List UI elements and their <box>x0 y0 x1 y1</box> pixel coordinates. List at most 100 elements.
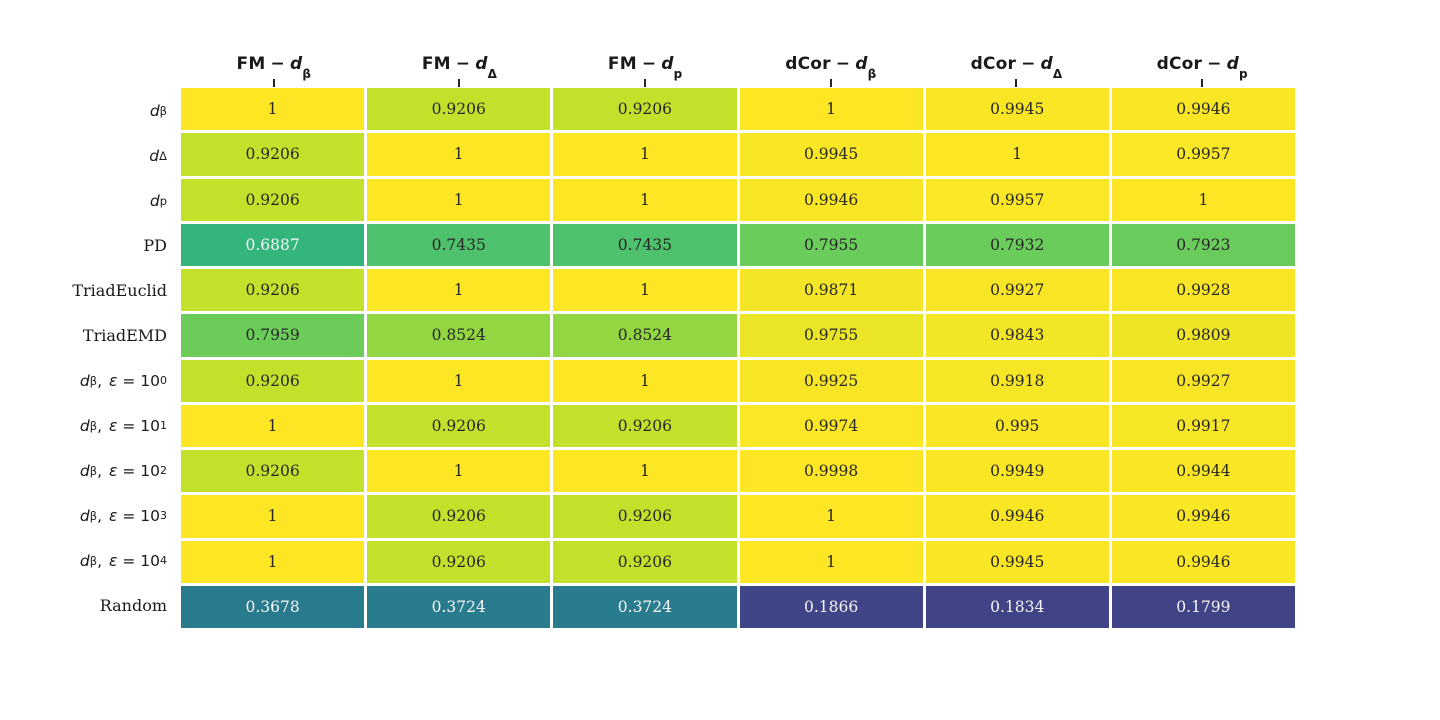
heatmap-cell-r2c1: 0.9206 <box>181 133 365 176</box>
heatmap-cell-r2c6: 0.9957 <box>1111 133 1295 176</box>
column-header-5: dCor − d Δ <box>970 54 1063 81</box>
heatmap-cell-r1c1: 1 <box>181 88 365 131</box>
column-header-3: FM − d p <box>607 54 683 81</box>
heatmap-cell-r6c2: 0.8524 <box>367 314 551 357</box>
heatmap-cell-r9c1: 0.9206 <box>181 450 365 493</box>
row-label-5: TriadEuclid <box>72 281 167 300</box>
heatmap-cell-r11c2: 0.9206 <box>367 540 551 583</box>
row-label-12: Random <box>99 596 167 615</box>
heatmap-cell-r10c3: 0.9206 <box>553 495 737 538</box>
heatmap-cell-r12c3: 0.3724 <box>553 585 737 628</box>
heatmap-cell-r7c4: 0.9925 <box>739 359 923 402</box>
heatmap-cell-r5c3: 1 <box>553 269 737 312</box>
heatmap-cell-r3c1: 0.9206 <box>181 178 365 221</box>
column-header-4: dCor − d β <box>785 54 877 81</box>
heatmap-cell-r12c4: 0.1866 <box>739 585 923 628</box>
column-headers: FM − d β FM − d Δ FM − d p dCor − d β dCor − d Δ dCor − d p <box>181 40 1295 81</box>
heatmap-cell-r8c6: 0.9917 <box>1111 404 1295 447</box>
column-tick <box>272 79 275 87</box>
heatmap-cell-r1c3: 0.9206 <box>553 88 737 131</box>
heatmap-cell-r1c6: 0.9946 <box>1111 88 1295 131</box>
heatmap-cell-r2c5: 1 <box>925 133 1109 176</box>
heatmap-cell-r12c1: 0.3678 <box>181 585 365 628</box>
heatmap-cell-r8c3: 0.9206 <box>553 404 737 447</box>
heatmap-cell-r7c6: 0.9927 <box>1111 359 1295 402</box>
heatmap-cell-r11c1: 1 <box>181 540 365 583</box>
column-tick <box>1201 79 1204 87</box>
heatmap-cell-r11c3: 0.9206 <box>553 540 737 583</box>
heatmap-cell-r8c4: 0.9974 <box>739 404 923 447</box>
heatmap-cell-r9c5: 0.9949 <box>925 450 1109 493</box>
heatmap-grid: 1 0.9206 0.9206 1 0.9945 0.9946 0.9206 1 1 0.9945… <box>181 88 1295 628</box>
heatmap-cell-r3c6: 1 <box>1111 178 1295 221</box>
heatmap-cell-r11c5: 0.9945 <box>925 540 1109 583</box>
heatmap-cell-r9c2: 1 <box>367 450 551 493</box>
heatmap-cell-r4c2: 0.7435 <box>367 223 551 266</box>
heatmap-cell-r2c4: 0.9945 <box>739 133 923 176</box>
heatmap-cell-r12c6: 0.1799 <box>1111 585 1295 628</box>
heatmap-cell-r9c4: 0.9998 <box>739 450 923 493</box>
column-ticks <box>181 79 1295 87</box>
row-label-6: TriadEMD <box>82 326 167 345</box>
heatmap-cell-r3c4: 0.9946 <box>739 178 923 221</box>
heatmap-cell-r8c5: 0.995 <box>925 404 1109 447</box>
heatmap-cell-r7c2: 1 <box>367 359 551 402</box>
heatmap-cell-r10c1: 1 <box>181 495 365 538</box>
heatmap-cell-r4c1: 0.6887 <box>181 223 365 266</box>
heatmap-cell-r2c3: 1 <box>553 133 737 176</box>
heatmap-cell-r5c1: 0.9206 <box>181 269 365 312</box>
heatmap-cell-r3c5: 0.9957 <box>925 178 1109 221</box>
heatmap-cell-r9c3: 1 <box>553 450 737 493</box>
heatmap-cell-r10c2: 0.9206 <box>367 495 551 538</box>
heatmap-cell-r11c4: 1 <box>739 540 923 583</box>
row-label-4: PD <box>143 236 167 255</box>
heatmap-cell-r10c4: 1 <box>739 495 923 538</box>
heatmap-cell-r4c6: 0.7923 <box>1111 223 1295 266</box>
heatmap-cell-r4c4: 0.7955 <box>739 223 923 266</box>
heatmap-cell-r8c2: 0.9206 <box>367 404 551 447</box>
heatmap-cell-r5c2: 1 <box>367 269 551 312</box>
heatmap-cell-r5c4: 0.9871 <box>739 269 923 312</box>
column-header-1: FM − d β <box>236 54 312 81</box>
heatmap-cell-r1c4: 1 <box>739 88 923 131</box>
heatmap-cell-r4c5: 0.7932 <box>925 223 1109 266</box>
heatmap-cell-r9c6: 0.9944 <box>1111 450 1295 493</box>
heatmap-cell-r11c6: 0.9946 <box>1111 540 1295 583</box>
heatmap-cell-r6c3: 0.8524 <box>553 314 737 357</box>
column-tick <box>458 79 461 87</box>
heatmap-cell-r3c2: 1 <box>367 178 551 221</box>
heatmap-cell-r7c1: 0.9206 <box>181 359 365 402</box>
heatmap-cell-r7c5: 0.9918 <box>925 359 1109 402</box>
heatmap-cell-r10c6: 0.9946 <box>1111 495 1295 538</box>
heatmap-cell-r5c6: 0.9928 <box>1111 269 1295 312</box>
heatmap-cell-r6c5: 0.9843 <box>925 314 1109 357</box>
column-tick <box>829 79 832 87</box>
heatmap-cell-r6c6: 0.9809 <box>1111 314 1295 357</box>
heatmap-cell-r7c3: 1 <box>553 359 737 402</box>
row-labels: d β d Δ d p PD TriadEuclid TriadEMD d β, ε = 10 0 d β,… <box>0 88 174 628</box>
heatmap-cell-r10c5: 0.9946 <box>925 495 1109 538</box>
heatmap-cell-r6c1: 0.7959 <box>181 314 365 357</box>
heatmap-cell-r6c4: 0.9755 <box>739 314 923 357</box>
heatmap-cell-r8c1: 1 <box>181 404 365 447</box>
heatmap-cell-r4c3: 0.7435 <box>553 223 737 266</box>
heatmap-cell-r2c2: 1 <box>367 133 551 176</box>
column-tick <box>1015 79 1018 87</box>
heatmap-cell-r1c2: 0.9206 <box>367 88 551 131</box>
column-tick <box>644 79 647 87</box>
heatmap-cell-r12c2: 0.3724 <box>367 585 551 628</box>
heatmap-cell-r1c5: 0.9945 <box>925 88 1109 131</box>
column-header-2: FM − d Δ <box>421 54 498 81</box>
heatmap-cell-r3c3: 1 <box>553 178 737 221</box>
column-header-6: dCor − d p <box>1156 54 1248 81</box>
heatmap-cell-r5c5: 0.9927 <box>925 269 1109 312</box>
